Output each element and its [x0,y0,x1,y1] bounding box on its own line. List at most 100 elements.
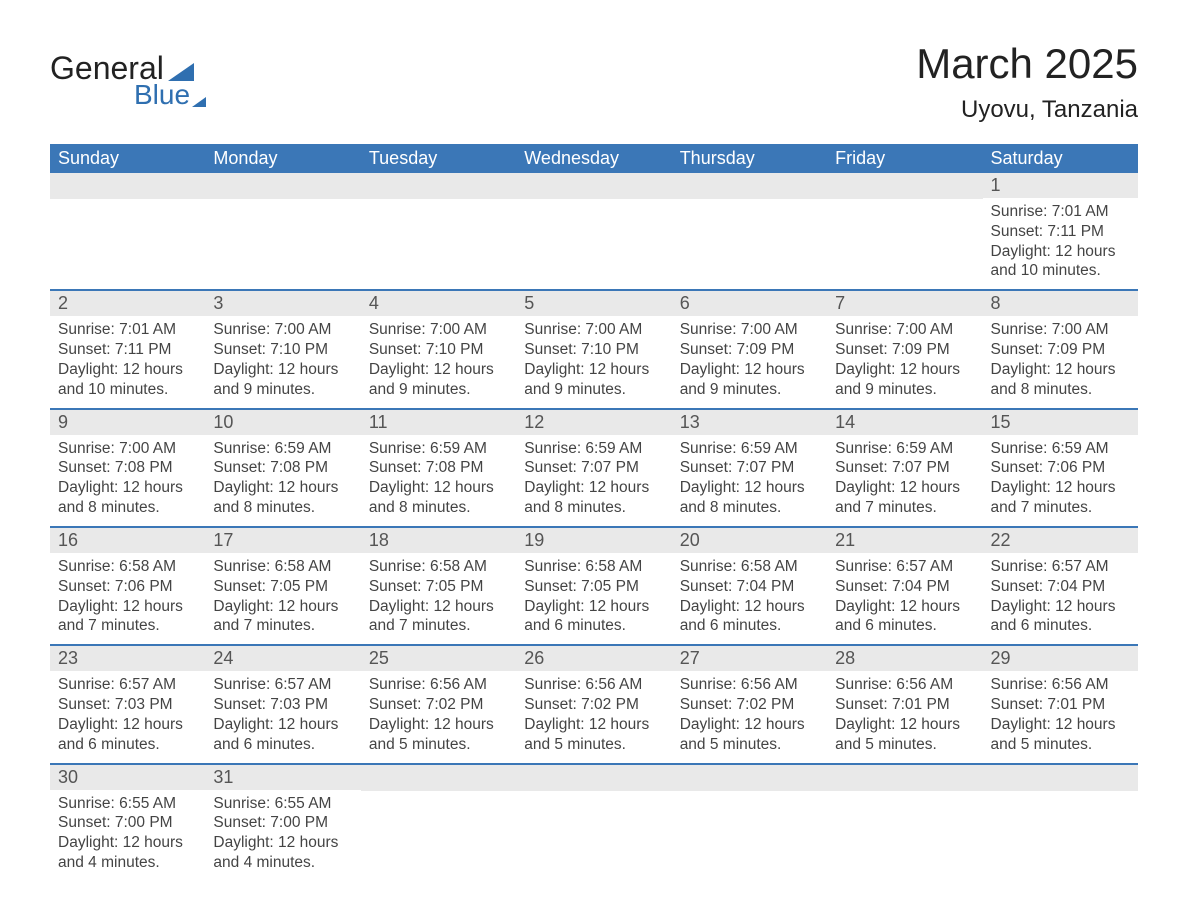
calendar-cell-empty [672,173,827,290]
day-number [827,173,982,199]
calendar-cell: 20Sunrise: 6:58 AMSunset: 7:04 PMDayligh… [672,527,827,645]
calendar-cell: 15Sunrise: 6:59 AMSunset: 7:06 PMDayligh… [983,409,1138,527]
sunset-line: Sunset: 7:05 PM [369,577,508,597]
calendar-week-row: 2Sunrise: 7:01 AMSunset: 7:11 PMDaylight… [50,290,1138,408]
day-body [50,199,205,259]
calendar-cell: 11Sunrise: 6:59 AMSunset: 7:08 PMDayligh… [361,409,516,527]
day-body [827,791,982,851]
day-body [983,791,1138,851]
daylight-line: Daylight: 12 hours and 7 minutes. [835,478,974,518]
calendar-cell: 16Sunrise: 6:58 AMSunset: 7:06 PMDayligh… [50,527,205,645]
daylight-line: Daylight: 12 hours and 8 minutes. [680,478,819,518]
daylight-line: Daylight: 12 hours and 6 minutes. [58,715,197,755]
day-number: 15 [983,410,1138,435]
day-body: Sunrise: 6:56 AMSunset: 7:01 PMDaylight:… [983,671,1138,762]
weekday-header: Sunday [50,144,205,173]
sunrise-line: Sunrise: 6:56 AM [369,675,508,695]
sunset-line: Sunset: 7:00 PM [58,813,197,833]
sunset-line: Sunset: 7:06 PM [58,577,197,597]
sunrise-line: Sunrise: 7:00 AM [369,320,508,340]
day-number: 18 [361,528,516,553]
daylight-line: Daylight: 12 hours and 6 minutes. [524,597,663,637]
day-body: Sunrise: 6:56 AMSunset: 7:02 PMDaylight:… [361,671,516,762]
sunrise-line: Sunrise: 6:56 AM [991,675,1130,695]
sunset-line: Sunset: 7:08 PM [58,458,197,478]
day-body: Sunrise: 7:00 AMSunset: 7:09 PMDaylight:… [672,316,827,407]
calendar-week-row: 16Sunrise: 6:58 AMSunset: 7:06 PMDayligh… [50,527,1138,645]
sunrise-line: Sunrise: 7:00 AM [991,320,1130,340]
sunrise-line: Sunrise: 6:56 AM [835,675,974,695]
day-number: 24 [205,646,360,671]
day-number [983,765,1138,791]
calendar-cell-empty [361,173,516,290]
day-body: Sunrise: 6:58 AMSunset: 7:05 PMDaylight:… [205,553,360,644]
daylight-line: Daylight: 12 hours and 6 minutes. [213,715,352,755]
daylight-line: Daylight: 12 hours and 6 minutes. [835,597,974,637]
day-number: 27 [672,646,827,671]
day-number: 7 [827,291,982,316]
sunrise-line: Sunrise: 7:00 AM [680,320,819,340]
daylight-line: Daylight: 12 hours and 8 minutes. [524,478,663,518]
day-body: Sunrise: 6:56 AMSunset: 7:01 PMDaylight:… [827,671,982,762]
title-location: Uyovu, Tanzania [916,96,1138,124]
daylight-line: Daylight: 12 hours and 5 minutes. [524,715,663,755]
logo: General Blue [50,50,206,111]
sunrise-line: Sunrise: 6:57 AM [58,675,197,695]
day-number: 5 [516,291,671,316]
day-body: Sunrise: 7:00 AMSunset: 7:09 PMDaylight:… [827,316,982,407]
sunset-line: Sunset: 7:02 PM [524,695,663,715]
sunrise-line: Sunrise: 7:00 AM [58,439,197,459]
day-number: 1 [983,173,1138,198]
day-number: 2 [50,291,205,316]
sunset-line: Sunset: 7:04 PM [680,577,819,597]
weekday-header-row: SundayMondayTuesdayWednesdayThursdayFrid… [50,144,1138,173]
calendar-week-row: 30Sunrise: 6:55 AMSunset: 7:00 PMDayligh… [50,764,1138,881]
day-body: Sunrise: 7:00 AMSunset: 7:10 PMDaylight:… [361,316,516,407]
daylight-line: Daylight: 12 hours and 10 minutes. [991,242,1130,282]
logo-word2: Blue [134,79,190,111]
sunset-line: Sunset: 7:10 PM [524,340,663,360]
sunrise-line: Sunrise: 6:57 AM [991,557,1130,577]
weekday-header: Tuesday [361,144,516,173]
sunrise-line: Sunrise: 6:59 AM [835,439,974,459]
day-number: 16 [50,528,205,553]
daylight-line: Daylight: 12 hours and 9 minutes. [835,360,974,400]
daylight-line: Daylight: 12 hours and 8 minutes. [991,360,1130,400]
daylight-line: Daylight: 12 hours and 8 minutes. [58,478,197,518]
daylight-line: Daylight: 12 hours and 9 minutes. [680,360,819,400]
daylight-line: Daylight: 12 hours and 5 minutes. [991,715,1130,755]
calendar-cell: 19Sunrise: 6:58 AMSunset: 7:05 PMDayligh… [516,527,671,645]
day-number: 6 [672,291,827,316]
day-number [672,765,827,791]
day-number: 10 [205,410,360,435]
sunset-line: Sunset: 7:08 PM [369,458,508,478]
logo-triangle-small-icon [192,97,206,107]
calendar-cell: 28Sunrise: 6:56 AMSunset: 7:01 PMDayligh… [827,645,982,763]
day-number [205,173,360,199]
day-number: 26 [516,646,671,671]
day-number: 11 [361,410,516,435]
day-body [672,791,827,851]
calendar-cell: 3Sunrise: 7:00 AMSunset: 7:10 PMDaylight… [205,290,360,408]
sunrise-line: Sunrise: 6:55 AM [213,794,352,814]
day-number: 28 [827,646,982,671]
daylight-line: Daylight: 12 hours and 7 minutes. [991,478,1130,518]
day-number: 17 [205,528,360,553]
sunset-line: Sunset: 7:03 PM [213,695,352,715]
sunset-line: Sunset: 7:10 PM [369,340,508,360]
daylight-line: Daylight: 12 hours and 4 minutes. [213,833,352,873]
sunset-line: Sunset: 7:05 PM [213,577,352,597]
day-body: Sunrise: 6:58 AMSunset: 7:05 PMDaylight:… [361,553,516,644]
daylight-line: Daylight: 12 hours and 6 minutes. [680,597,819,637]
day-body: Sunrise: 6:57 AMSunset: 7:03 PMDaylight:… [50,671,205,762]
day-number [516,765,671,791]
calendar-cell: 2Sunrise: 7:01 AMSunset: 7:11 PMDaylight… [50,290,205,408]
day-number: 29 [983,646,1138,671]
day-body: Sunrise: 6:58 AMSunset: 7:06 PMDaylight:… [50,553,205,644]
daylight-line: Daylight: 12 hours and 5 minutes. [680,715,819,755]
daylight-line: Daylight: 12 hours and 9 minutes. [369,360,508,400]
calendar-cell: 27Sunrise: 6:56 AMSunset: 7:02 PMDayligh… [672,645,827,763]
calendar-cell-empty [50,173,205,290]
sunrise-line: Sunrise: 7:01 AM [991,202,1130,222]
day-body [205,199,360,259]
